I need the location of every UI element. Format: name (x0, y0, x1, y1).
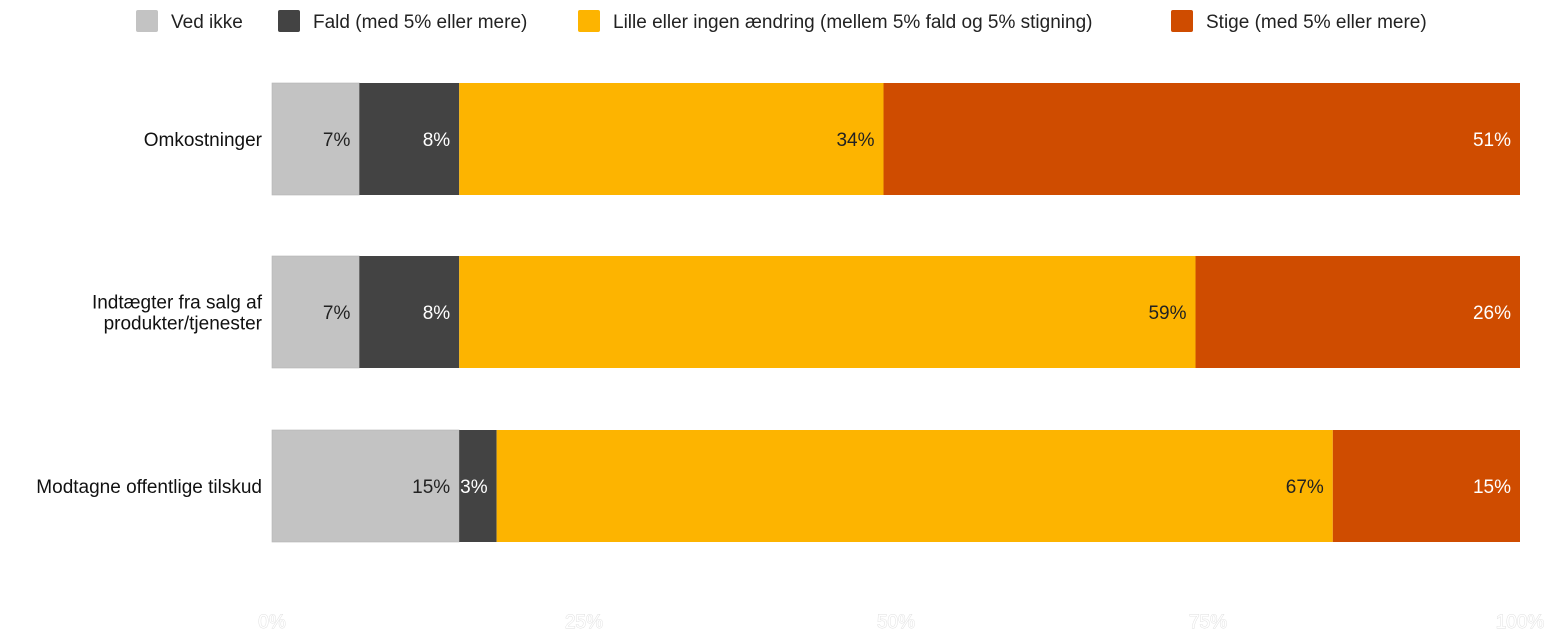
bar-segment-fald-med-5-eller-mere (459, 430, 497, 542)
x-tick-label: 100% (1496, 612, 1545, 630)
data-label: 7% (323, 303, 351, 324)
bar-row-indtaegter-fra-salg-af-produkter-tjenester: Indtægter fra salg af produkter/tjenester… (92, 255, 1520, 369)
bar-segment-ved-ikke (271, 255, 360, 369)
x-axis: 0% 25% 50% 75% 100% (258, 612, 1545, 630)
data-label: 8% (423, 130, 451, 151)
bar-row-modtagne-offentlige-tilskud: Modtagne offentlige tilskud 15% 3% 67% 15% (36, 429, 1520, 543)
data-label: 15% (412, 477, 450, 498)
bar-segment-stige-med-5-eller-mere (1195, 256, 1520, 368)
data-label: 59% (1148, 303, 1186, 324)
data-label: 51% (1473, 130, 1511, 151)
category-label: Modtagne offentlige tilskud (36, 477, 262, 498)
bar-segment-fald-med-5-eller-mere (359, 83, 460, 195)
x-tick-label: 50% (877, 612, 915, 630)
bar-segment-lille-eller-ingen-aendring-mellem-5-fald-og-5-stigning (459, 256, 1196, 368)
bar-segment-ved-ikke (271, 82, 360, 196)
legend-label-fald-med-5-eller-mere: Fald (med 5% eller mere) (313, 12, 527, 33)
legend: Ved ikke Fald (med 5% eller mere) Lille el… (136, 10, 1427, 33)
legend-label-stige-med-5-eller-mere: Stige (med 5% eller mere) (1206, 12, 1427, 33)
data-label: 34% (836, 130, 874, 151)
x-tick-label: 25% (565, 612, 603, 630)
legend-label-lille-eller-ingen-aendring-mellem-5-fald-og-5-stigning: Lille eller ingen ændring (mellem 5% fal… (613, 12, 1092, 33)
legend-swatch-lille-eller-ingen-aendring-mellem-5-fald-og-5-stigning (578, 10, 600, 32)
legend-swatch-fald-med-5-eller-mere (278, 10, 300, 32)
category-label: Omkostninger (144, 130, 263, 151)
bar-segment-stige-med-5-eller-mere (883, 83, 1520, 195)
legend-swatch-stige-med-5-eller-mere (1171, 10, 1193, 32)
category-label: Indtægter fra salg af produkter/tjenester (92, 293, 263, 335)
legend-label-ved-ikke: Ved ikke (171, 12, 243, 33)
legend-swatch-ved-ikke (136, 10, 158, 32)
data-label: 8% (423, 303, 451, 324)
bar-segment-stige-med-5-eller-mere (1332, 430, 1520, 542)
x-tick-label: 0% (258, 612, 286, 630)
plot-area: Omkostninger 7% 8% 34% 51% Indtægter fra salg… (36, 82, 1520, 543)
bar-segment-fald-med-5-eller-mere (359, 256, 460, 368)
data-label: 7% (323, 130, 351, 151)
bar-segment-ved-ikke (271, 429, 460, 543)
data-label: 67% (1286, 477, 1324, 498)
bar-segment-lille-eller-ingen-aendring-mellem-5-fald-og-5-stigning (459, 83, 884, 195)
x-tick-label: 75% (1189, 612, 1227, 630)
data-label: 26% (1473, 303, 1511, 324)
data-label: 15% (1473, 477, 1511, 498)
data-label: 3% (460, 477, 488, 498)
bar-row-omkostninger: Omkostninger 7% 8% 34% 51% (144, 82, 1520, 196)
bar-segment-lille-eller-ingen-aendring-mellem-5-fald-og-5-stigning (496, 430, 1333, 542)
